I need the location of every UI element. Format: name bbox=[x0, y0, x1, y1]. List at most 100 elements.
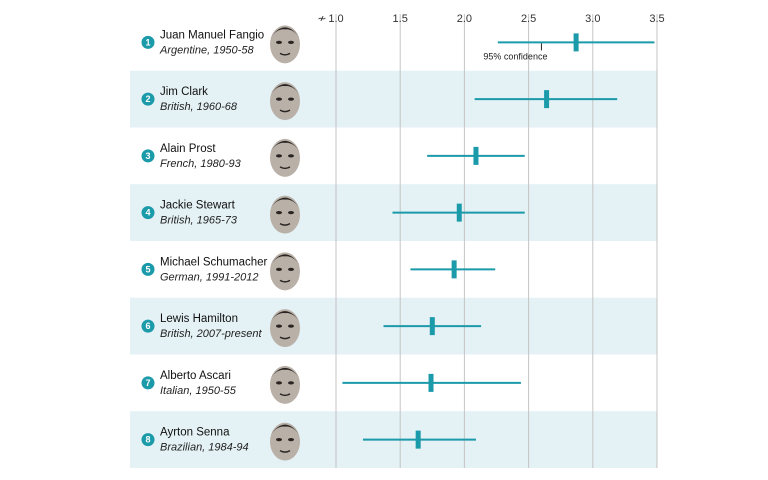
driver-portrait-icon bbox=[270, 82, 300, 121]
x-tick-label: 3.5 bbox=[649, 13, 664, 25]
estimate-marker bbox=[451, 260, 457, 279]
driver-detail: Italian, 1950-55 bbox=[160, 385, 237, 397]
face-shape bbox=[270, 252, 300, 291]
hair-shape bbox=[270, 311, 300, 323]
hair-shape bbox=[270, 140, 300, 152]
driver-detail: French, 1980-93 bbox=[160, 158, 242, 170]
face-shape bbox=[270, 422, 300, 461]
driver-name: Alberto Ascari bbox=[160, 370, 231, 382]
x-axis: ≁ 1.0 1.5 2.0 2.5 3.0 3.5 bbox=[317, 13, 664, 25]
mouth-line bbox=[279, 393, 291, 397]
rank-badge-icon bbox=[141, 319, 155, 333]
face-shape bbox=[270, 25, 300, 64]
driver-portrait-icon bbox=[270, 252, 300, 291]
driver-detail: British, 2007-present bbox=[160, 328, 262, 340]
right-eye bbox=[288, 97, 294, 101]
face-shape bbox=[270, 309, 300, 348]
rank-badge-icon bbox=[141, 376, 155, 390]
driver-name: Jackie Stewart bbox=[160, 200, 236, 212]
right-eye bbox=[288, 381, 294, 385]
rank-number: 1 bbox=[145, 37, 150, 47]
driver-detail: Argentine, 1950-58 bbox=[159, 44, 254, 56]
hair-shape bbox=[270, 27, 300, 39]
row-bands bbox=[130, 70, 657, 468]
right-eye bbox=[288, 267, 294, 271]
hair-shape bbox=[270, 197, 300, 209]
rank-number: 2 bbox=[145, 94, 150, 104]
left-eye bbox=[276, 40, 282, 44]
right-eye bbox=[288, 211, 294, 215]
rank-number: 5 bbox=[145, 264, 150, 274]
driver-portrait-icon bbox=[270, 309, 300, 348]
left-eye bbox=[276, 97, 282, 101]
mouth-line bbox=[279, 109, 291, 113]
rank-badge-icon bbox=[141, 206, 155, 220]
mouth-line bbox=[279, 336, 291, 340]
hair-shape bbox=[270, 424, 300, 436]
right-eye bbox=[288, 40, 294, 44]
driver-portrait-icon bbox=[270, 195, 300, 234]
rank-badge-icon bbox=[141, 92, 155, 106]
driver-detail: German, 1991-2012 bbox=[160, 271, 258, 283]
x-tick-label: 1.0 bbox=[328, 13, 343, 25]
driver-name: Jim Clark bbox=[160, 86, 208, 98]
grid-lines bbox=[335, 14, 658, 468]
right-eye bbox=[288, 154, 294, 158]
driver-detail: British, 1960-68 bbox=[160, 101, 238, 113]
driver-name: Lewis Hamilton bbox=[160, 313, 238, 325]
left-eye bbox=[276, 267, 282, 271]
mouth-line bbox=[279, 450, 291, 453]
face-shape bbox=[270, 195, 300, 234]
estimate-marker bbox=[428, 373, 434, 392]
x-tick-label: 1.5 bbox=[393, 13, 408, 25]
confidence-annotation: 95% confidence bbox=[483, 43, 547, 61]
driver-name: Alain Prost bbox=[160, 143, 216, 155]
x-tick-label: 2.0 bbox=[457, 13, 472, 25]
rank-badge-icon bbox=[141, 149, 155, 163]
mouth-line bbox=[279, 52, 291, 56]
rank-number: 7 bbox=[145, 378, 150, 388]
driver-portrait-icon bbox=[270, 422, 300, 461]
left-eye bbox=[276, 324, 282, 328]
driver-name: Ayrton Senna bbox=[160, 427, 230, 439]
right-eye bbox=[288, 438, 294, 442]
rank-badge-icon bbox=[141, 262, 155, 276]
rank-badge-icon bbox=[141, 433, 155, 447]
face-shape bbox=[270, 365, 300, 404]
mouth-line bbox=[279, 223, 291, 226]
left-eye bbox=[276, 438, 282, 442]
hair-shape bbox=[270, 84, 300, 96]
driver-name: Juan Manuel Fangio bbox=[160, 29, 264, 41]
mouth-line bbox=[279, 279, 291, 283]
left-eye bbox=[276, 381, 282, 385]
axis-break-icon: ≁ bbox=[317, 13, 326, 25]
left-eye bbox=[276, 154, 282, 158]
face-shape bbox=[270, 82, 300, 121]
x-tick-label: 2.5 bbox=[521, 13, 536, 25]
driver-rows: 1 Juan Manuel Fangio Argentine, 1950-58 2 Ji… bbox=[141, 25, 300, 461]
x-tick-label: 3.0 bbox=[585, 13, 600, 25]
driver-portrait-icon bbox=[270, 365, 300, 404]
right-eye bbox=[288, 324, 294, 328]
estimate-marker bbox=[456, 203, 462, 222]
estimate-marker bbox=[429, 317, 435, 336]
mouth-line bbox=[279, 166, 291, 170]
estimate-marker bbox=[544, 90, 550, 109]
confidence-intervals bbox=[342, 33, 655, 449]
hair-shape bbox=[270, 254, 300, 266]
estimate-marker bbox=[573, 33, 579, 52]
driver-detail: Brazilian, 1984-94 bbox=[160, 442, 249, 454]
rank-number: 6 bbox=[145, 321, 150, 331]
hair-shape bbox=[270, 367, 300, 379]
estimate-marker bbox=[415, 430, 421, 449]
estimate-marker bbox=[473, 146, 479, 165]
driver-detail: British, 1965-73 bbox=[160, 215, 238, 227]
rank-number: 3 bbox=[145, 151, 150, 161]
rank-badge-icon bbox=[141, 35, 155, 49]
left-eye bbox=[276, 211, 282, 215]
driver-portrait-icon bbox=[270, 25, 300, 64]
annotation-label: 95% confidence bbox=[483, 51, 547, 61]
driver-portrait-icon bbox=[270, 138, 300, 177]
driver-name: Michael Schumacher bbox=[160, 256, 268, 268]
